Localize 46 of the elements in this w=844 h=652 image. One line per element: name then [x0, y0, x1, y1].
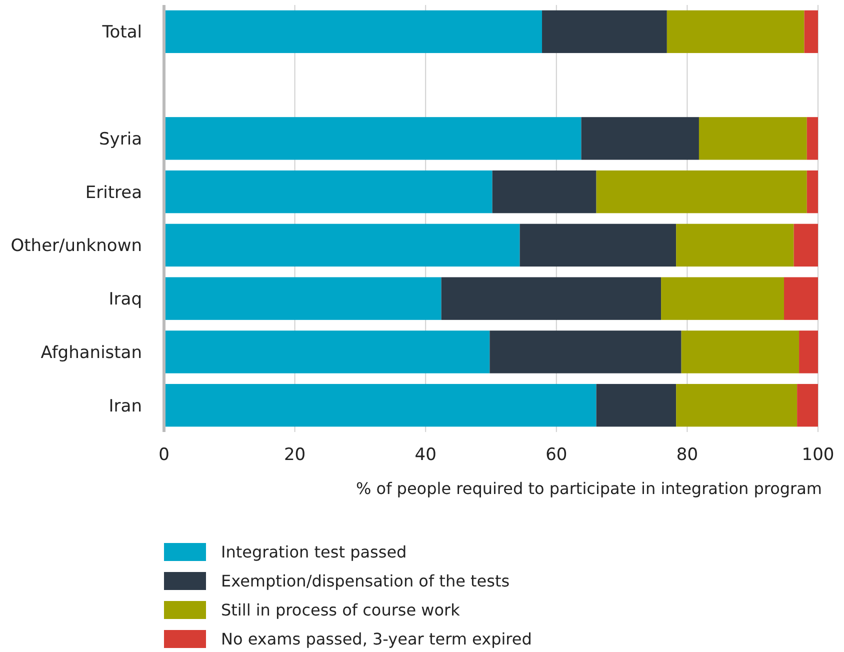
bar: [804, 10, 818, 54]
y-tick-label: Iran: [108, 396, 142, 416]
bar: [542, 10, 667, 54]
bar: [164, 224, 520, 267]
bar: [681, 330, 800, 374]
bar: [797, 384, 818, 427]
y-tick-label: Other/unknown: [10, 236, 142, 256]
x-tick-label: 40: [414, 445, 436, 465]
bar: [784, 277, 818, 320]
legend-label: No exams passed, 3-year term expired: [221, 630, 532, 649]
bar: [164, 10, 542, 54]
bar: [806, 170, 818, 214]
bar: [596, 170, 807, 214]
legend-label: Exemption/dispensation of the tests: [221, 572, 510, 591]
bar: [164, 117, 582, 160]
legend-label: Integration test passed: [221, 542, 407, 562]
y-tick-label: Eritrea: [85, 182, 142, 203]
legend-label: Still in process of course work: [221, 600, 461, 620]
y-tick-label: Syria: [99, 129, 142, 150]
bar: [806, 117, 818, 160]
x-tick-label: 100: [802, 445, 834, 465]
x-tick-label: 0: [158, 445, 170, 465]
bar: [164, 170, 492, 214]
x-axis-title: % of people required to participate in integration program: [356, 479, 822, 498]
bar: [676, 224, 794, 267]
bar: [164, 384, 596, 427]
bar: [490, 330, 682, 374]
x-tick-label: 80: [676, 445, 698, 465]
y-tick-label: Total: [101, 22, 142, 43]
bar: [164, 277, 442, 320]
bar: [661, 277, 784, 320]
bar: [794, 224, 818, 267]
bar: [520, 224, 676, 267]
bar: [164, 330, 490, 374]
bar: [596, 384, 676, 427]
bar: [698, 117, 807, 160]
y-tick-label: Afghanistan: [40, 342, 142, 363]
x-tick-label: 60: [546, 445, 568, 465]
x-tick-label: 20: [284, 445, 306, 465]
bar: [581, 117, 699, 160]
bar: [799, 330, 818, 374]
bar: [676, 384, 798, 427]
y-tick-label: Iraq: [108, 290, 142, 310]
bar: [666, 10, 804, 54]
bar: [441, 277, 662, 320]
bar: [492, 170, 596, 214]
